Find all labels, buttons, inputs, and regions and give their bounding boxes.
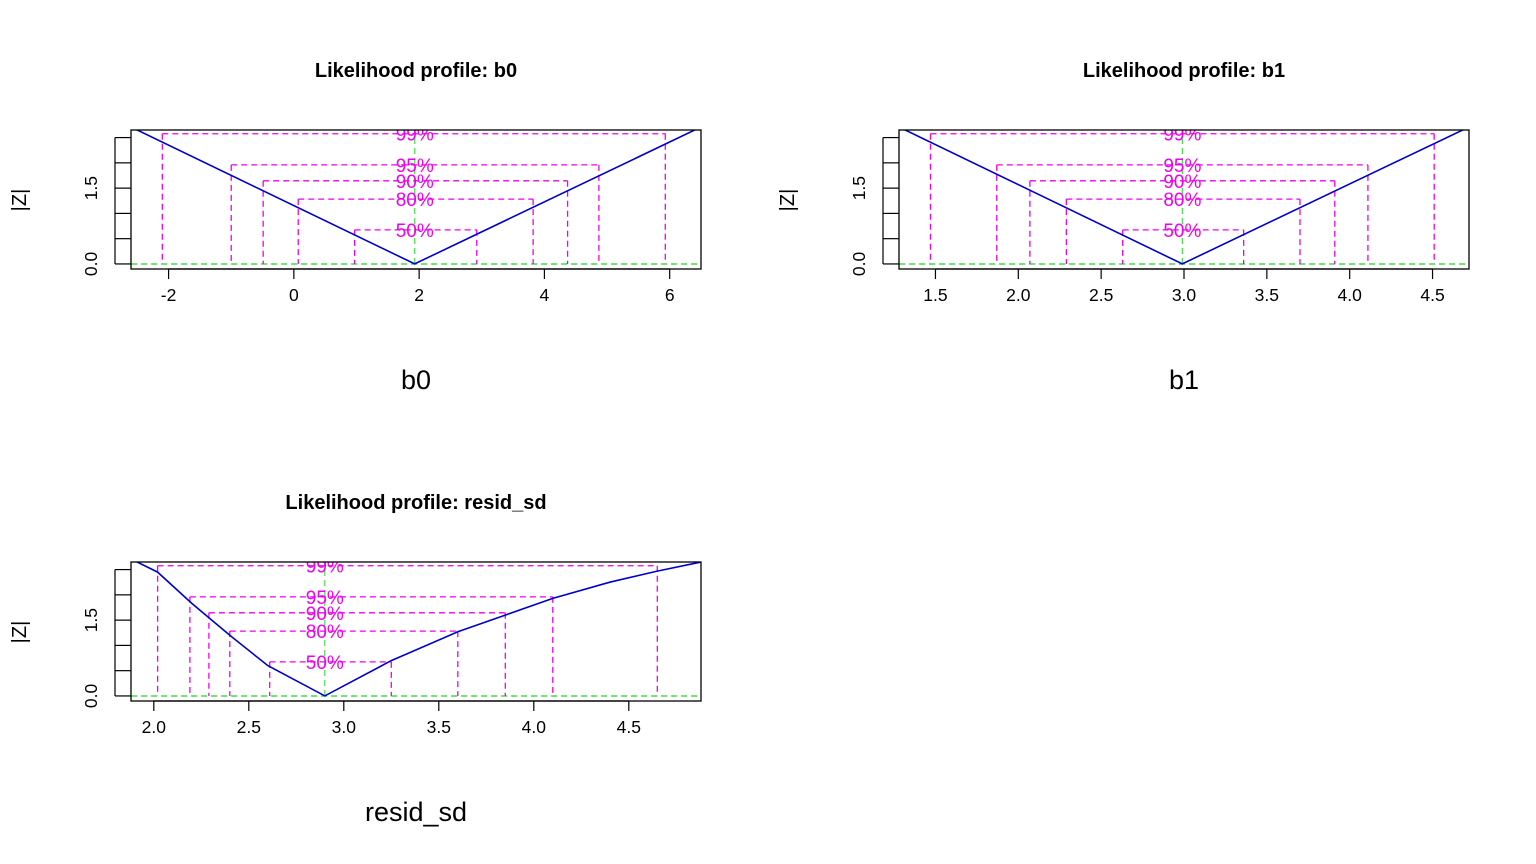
plot-area: 99% 95%90%80% 50% (131, 125, 701, 265)
x-axis-label: b1 (1169, 365, 1199, 395)
profile-panel-b0: Likelihood profile: b0 b0 |Z| 99% 95%90%8… (9, 60, 702, 395)
y-tick-label: 1.5 (81, 608, 101, 632)
x-tick-label: 6 (665, 285, 675, 305)
x-tick-label: 0 (289, 285, 299, 305)
x-axis-label: b0 (401, 365, 431, 395)
y-axis-label: |Z| (9, 621, 31, 644)
level-label: 99% (1163, 125, 1201, 146)
y-tick-label: 1.5 (849, 176, 869, 200)
y-axis-label: |Z| (777, 189, 799, 212)
level-label: 50% (1163, 221, 1201, 242)
y-tick-label: 0.0 (81, 684, 101, 709)
x-tick-label: -2 (161, 285, 177, 305)
level-label: 90% (306, 604, 344, 625)
x-tick-label: 2.5 (237, 717, 261, 737)
x-tick-label: 2.0 (1006, 285, 1031, 305)
level-label: 50% (396, 221, 434, 242)
level-label: 80% (396, 190, 434, 211)
level-label: 95% (306, 588, 344, 609)
y-tick-label: 0.0 (849, 252, 869, 277)
panel-title: Likelihood profile: b1 (1083, 60, 1285, 82)
level-label: 80% (1163, 190, 1201, 211)
x-tick-label: 4.0 (1338, 285, 1363, 305)
profile-curve (135, 130, 697, 265)
profile-panel-resid-sd: Likelihood profile: resid_sd resid_sd |Z… (9, 492, 702, 827)
panel-title: Likelihood profile: b0 (315, 60, 517, 82)
plot-frame (130, 561, 702, 702)
level-label: 95% (1163, 156, 1201, 177)
profile-curve (903, 130, 1465, 265)
y-tick-label: 0.0 (81, 252, 101, 277)
x-tick-label: 3.0 (1172, 285, 1197, 305)
y-axis-label: |Z| (9, 189, 31, 212)
plot-area: 99% 95%90%80% 50% (131, 557, 701, 697)
level-label: 99% (306, 557, 344, 578)
x-tick-label: 2.0 (142, 717, 167, 737)
level-label: 80% (306, 622, 344, 643)
level-label: 90% (396, 172, 434, 193)
x-axis-label: resid_sd (365, 797, 467, 827)
x-tick-label: 3.0 (332, 717, 357, 737)
level-label: 95% (396, 156, 434, 177)
level-label: 50% (306, 653, 344, 674)
x-tick-label: 1.5 (923, 285, 947, 305)
level-label: 99% (396, 125, 434, 146)
x-tick-label: 4.5 (617, 717, 641, 737)
x-tick-label: 4.0 (522, 717, 547, 737)
x-tick-label: 3.5 (427, 717, 451, 737)
profile-curve (135, 562, 701, 697)
y-tick-label: 1.5 (81, 176, 101, 200)
x-tick-label: 3.5 (1255, 285, 1279, 305)
panel-title: Likelihood profile: resid_sd (285, 492, 546, 514)
x-tick-label: 2 (414, 285, 424, 305)
plot-area: 99% 95%90%80% 50% (899, 125, 1469, 265)
x-tick-label: 4 (540, 285, 550, 305)
profile-panel-b1: Likelihood profile: b1 b1 |Z| 99% 95%90%8… (777, 60, 1470, 395)
x-tick-label: 2.5 (1089, 285, 1113, 305)
x-tick-label: 4.5 (1420, 285, 1444, 305)
level-label: 90% (1163, 172, 1201, 193)
